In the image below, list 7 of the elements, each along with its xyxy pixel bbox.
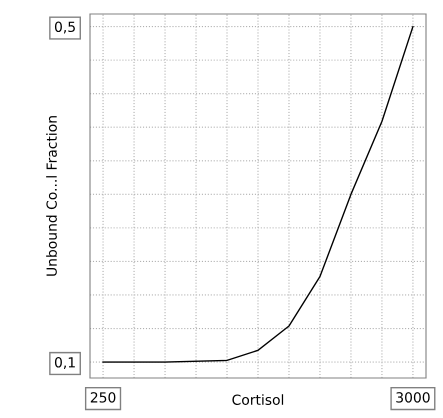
y-axis-title: Unbound Co...l Fraction: [46, 116, 57, 276]
x-tick-label: 3000: [396, 392, 430, 403]
y-tick-label: 0,5: [54, 22, 75, 34]
line-series: [102, 26, 414, 363]
x-axis-title: Cortisol: [232, 394, 284, 405]
y-tick-label: 0,1: [54, 357, 75, 369]
x-tick-label: 250: [90, 392, 116, 403]
